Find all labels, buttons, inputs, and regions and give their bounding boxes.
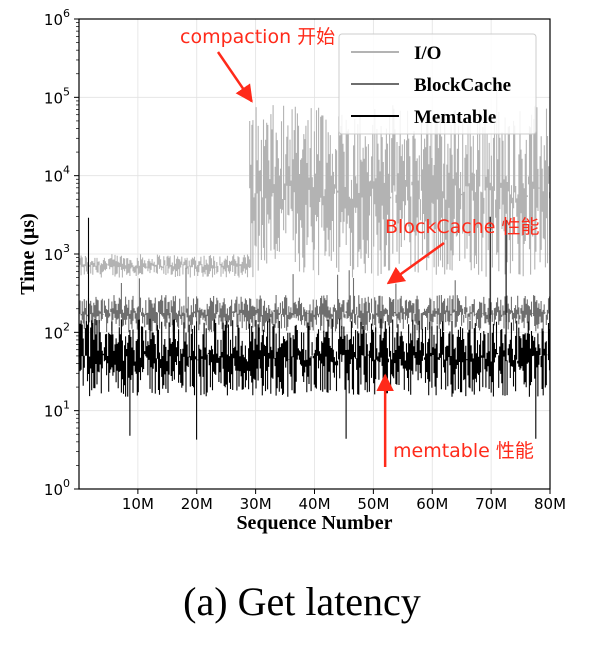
y-axis-label: Time (μs) <box>17 213 39 295</box>
x-axis-label: Sequence Number <box>236 512 392 534</box>
annotation-arrow-blockcache <box>386 241 445 285</box>
annotation-arrow-compaction <box>216 51 253 103</box>
series-blockcache <box>79 267 550 333</box>
annotation-compaction: compaction 开始 <box>180 26 335 48</box>
x-tick-label: 40M <box>298 495 330 513</box>
series-memtable <box>79 216 550 440</box>
axes: 10M 20M 30M 40M 50M 60M 70M 80M 100 101 102 103 104 1… <box>17 7 566 534</box>
series-io <box>79 85 550 278</box>
y-tick-label: 105 <box>44 85 70 107</box>
series-line <box>79 85 550 278</box>
x-tick-label: 70M <box>475 495 507 513</box>
legend-entry: I/O <box>414 43 441 64</box>
y-tick-label: 101 <box>44 399 70 421</box>
x-tick-label: 80M <box>534 495 566 513</box>
annotations: compaction 开始 BlockCache 性能 memtable 性能 <box>180 26 540 467</box>
latency-chart: 10M 20M 30M 40M 50M 60M 70M 80M 100 101 102 103 104 1… <box>17 7 566 534</box>
figure-caption: (a) Get latency <box>183 579 421 624</box>
x-tick-label: 10M <box>122 495 154 513</box>
x-tick-label: 50M <box>357 495 389 513</box>
legend-box <box>338 33 537 135</box>
y-tick-label: 106 <box>44 7 70 29</box>
legend-entry: BlockCache <box>414 75 511 96</box>
series-line <box>79 267 550 333</box>
annotation-blockcache: BlockCache 性能 <box>385 216 540 238</box>
annotation-memtable: memtable 性能 <box>393 440 534 462</box>
y-tick-label: 102 <box>44 320 70 342</box>
legend-entry: Memtable <box>414 107 496 128</box>
y-tick-label: 103 <box>44 242 70 264</box>
series-line <box>79 216 550 440</box>
x-tick-label: 60M <box>416 495 448 513</box>
y-tick-label: 104 <box>44 164 70 186</box>
y-tick-label: 100 <box>44 477 70 499</box>
legend: I/O BlockCache Memtable <box>338 33 537 135</box>
x-tick-label: 20M <box>181 495 213 513</box>
x-tick-label: 30M <box>240 495 272 513</box>
plot-data <box>79 85 550 440</box>
